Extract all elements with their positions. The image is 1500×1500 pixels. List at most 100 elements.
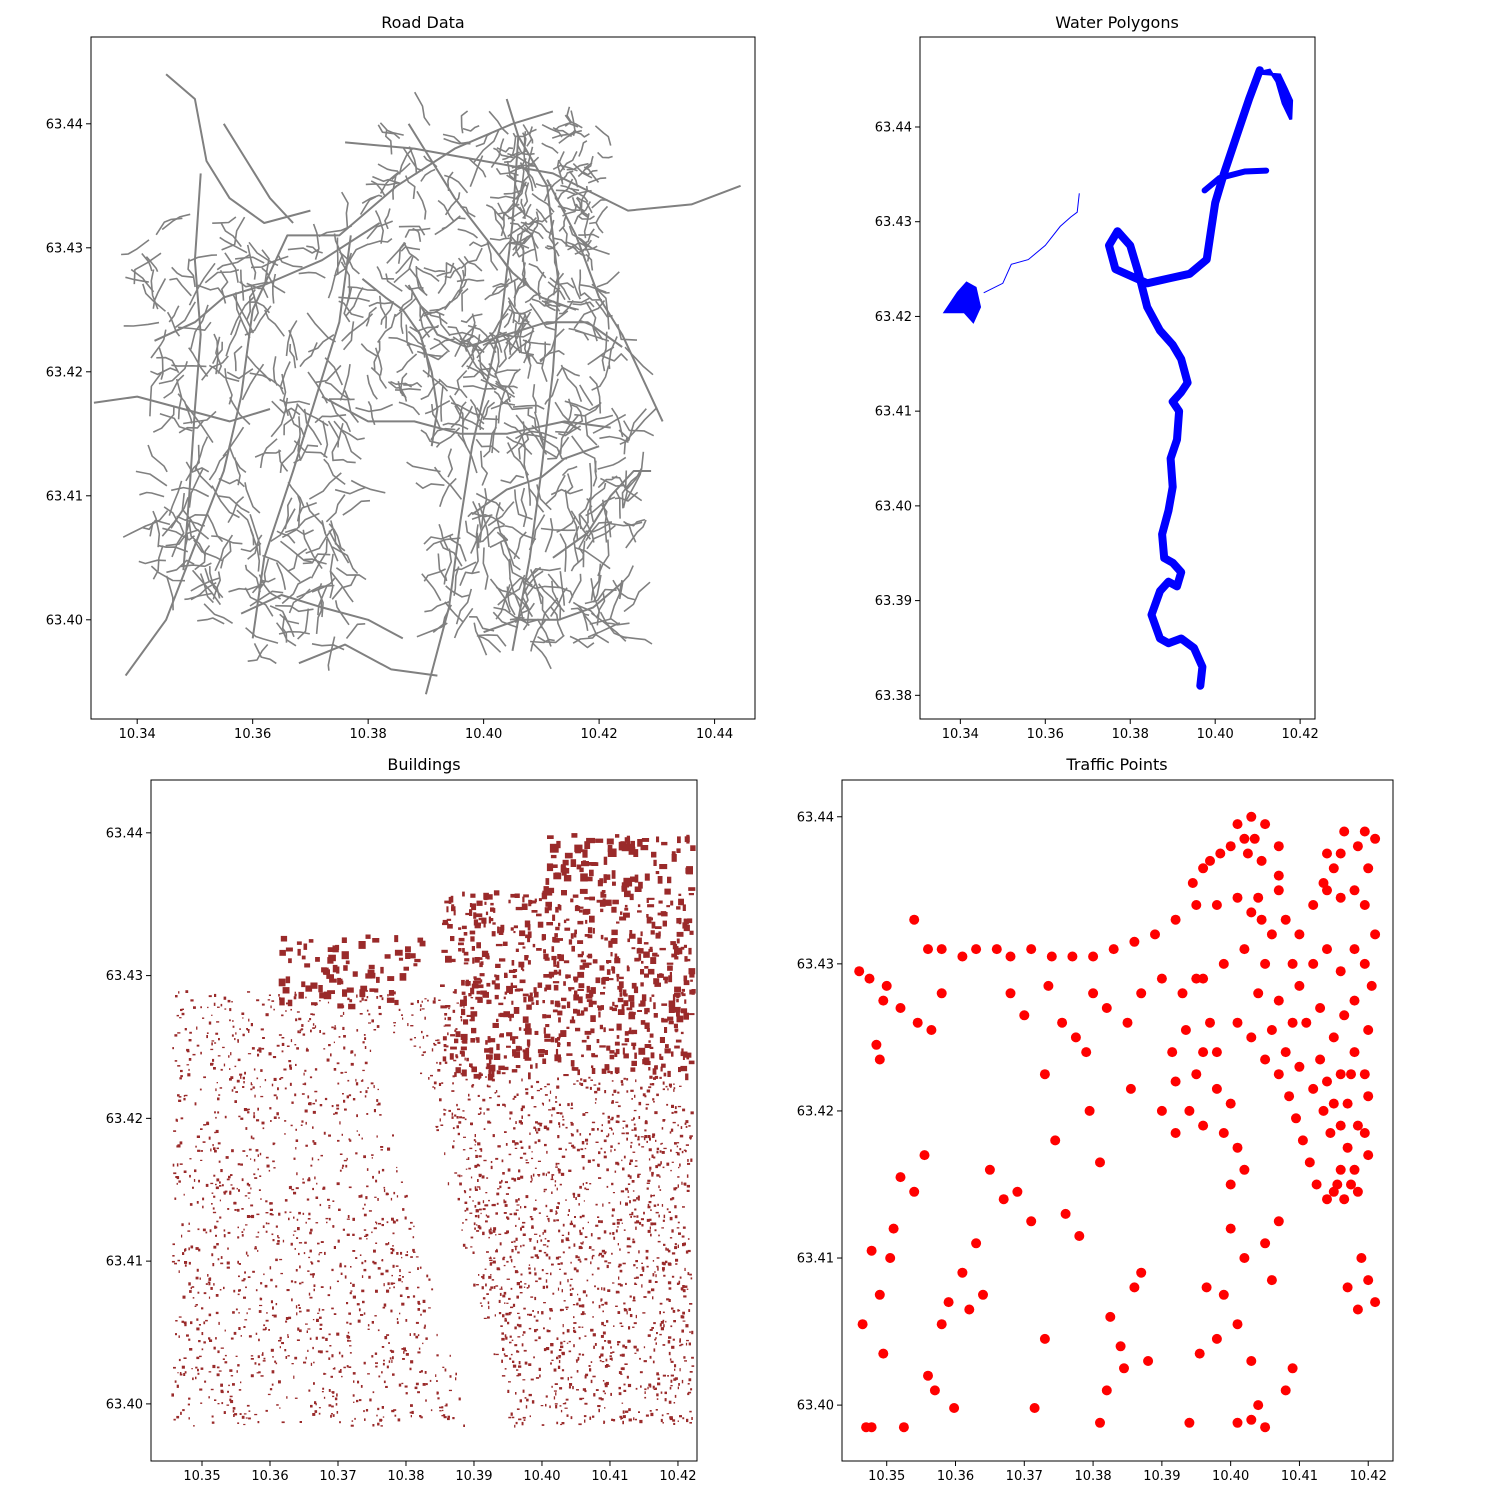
building-footprint — [328, 1134, 331, 1137]
building-footprint — [393, 1286, 395, 1289]
building-footprint — [216, 1021, 220, 1023]
building-footprint — [644, 966, 649, 969]
building-footprint — [535, 1000, 539, 1005]
building-footprint — [646, 1028, 650, 1032]
building-footprint — [399, 1294, 403, 1297]
building-footprint — [569, 1293, 573, 1296]
building-footprint — [297, 1227, 300, 1231]
building-footprint — [555, 1213, 557, 1215]
street-line — [330, 520, 346, 552]
building-footprint — [323, 1131, 326, 1135]
building-footprint — [493, 1257, 496, 1259]
building-footprint — [662, 1081, 665, 1085]
traffic-point — [1105, 1311, 1116, 1322]
building-footprint — [367, 969, 375, 976]
building-footprint — [562, 1119, 565, 1121]
building-footprint — [516, 1350, 520, 1353]
street-line — [454, 369, 468, 396]
building-footprint — [405, 952, 411, 959]
building-footprint — [310, 1404, 313, 1408]
building-footprint — [680, 1051, 688, 1057]
building-footprint — [230, 1375, 234, 1377]
building-footprint — [312, 1027, 316, 1029]
building-footprint — [538, 898, 542, 902]
building-footprint — [336, 1393, 338, 1397]
building-footprint — [631, 1119, 634, 1121]
building-footprint — [520, 1146, 524, 1149]
building-footprint — [585, 919, 588, 924]
building-footprint — [436, 1391, 439, 1394]
street-line — [261, 267, 286, 294]
building-footprint — [180, 1069, 183, 1073]
y-tick-label: 63.40 — [797, 1399, 834, 1414]
building-footprint — [600, 893, 607, 898]
building-footprint — [405, 1392, 408, 1395]
building-footprint — [644, 973, 649, 978]
building-footprint — [376, 1414, 378, 1417]
building-footprint — [269, 1388, 273, 1391]
building-footprint — [463, 951, 469, 956]
street-line — [447, 448, 454, 478]
building-footprint — [262, 1352, 264, 1356]
building-footprint — [544, 1038, 551, 1042]
building-footprint — [663, 1072, 667, 1077]
building-footprint — [657, 1267, 659, 1271]
building-footprint — [470, 1122, 473, 1125]
street-line — [325, 494, 346, 523]
building-footprint — [544, 1143, 547, 1147]
building-footprint — [381, 1217, 384, 1221]
building-footprint — [619, 916, 627, 921]
building-footprint — [653, 1156, 656, 1159]
building-footprint — [528, 1072, 531, 1080]
street-line — [568, 225, 592, 249]
building-footprint — [455, 1377, 457, 1381]
street-line — [419, 304, 431, 338]
building-footprint — [531, 1151, 533, 1153]
building-footprint — [684, 836, 690, 843]
building-footprint — [357, 1319, 361, 1323]
street-line — [278, 449, 289, 472]
street-line — [515, 311, 532, 335]
building-footprint — [625, 1410, 629, 1413]
street-line — [338, 251, 360, 275]
building-footprint — [533, 1126, 536, 1129]
building-footprint — [318, 1407, 321, 1409]
building-footprint — [310, 1029, 312, 1033]
street-line — [445, 585, 470, 598]
building-footprint — [624, 1346, 628, 1349]
street-line — [460, 110, 469, 134]
traffic-point — [1184, 1105, 1195, 1116]
building-footprint — [424, 1016, 426, 1020]
building-footprint — [454, 989, 457, 994]
building-footprint — [301, 1281, 304, 1284]
traffic-point — [971, 944, 982, 955]
street-line — [453, 561, 477, 573]
building-footprint — [282, 1239, 285, 1243]
building-footprint — [536, 1080, 540, 1084]
building-footprint — [556, 1212, 558, 1214]
building-footprint — [584, 1258, 588, 1261]
building-footprint — [200, 1367, 204, 1370]
building-footprint — [443, 1025, 446, 1027]
building-footprint — [386, 1289, 390, 1293]
building-footprint — [254, 1362, 257, 1365]
building-footprint — [674, 1110, 678, 1114]
building-footprint — [515, 1392, 517, 1395]
building-footprint — [510, 893, 518, 898]
building-footprint — [546, 1245, 549, 1248]
building-footprint — [236, 1370, 238, 1373]
traffic-point — [919, 1150, 930, 1161]
building-footprint — [501, 1159, 504, 1163]
building-footprint — [668, 1336, 672, 1339]
building-footprint — [424, 1371, 427, 1374]
building-footprint — [504, 1319, 507, 1322]
street-line — [420, 324, 440, 341]
traffic-point — [1335, 966, 1346, 977]
building-footprint — [444, 1152, 446, 1156]
street-line — [584, 247, 610, 256]
building-footprint — [463, 995, 467, 1001]
street-line — [488, 363, 519, 374]
building-footprint — [523, 1349, 527, 1352]
street-line — [406, 461, 441, 473]
building-footprint — [518, 1198, 520, 1201]
